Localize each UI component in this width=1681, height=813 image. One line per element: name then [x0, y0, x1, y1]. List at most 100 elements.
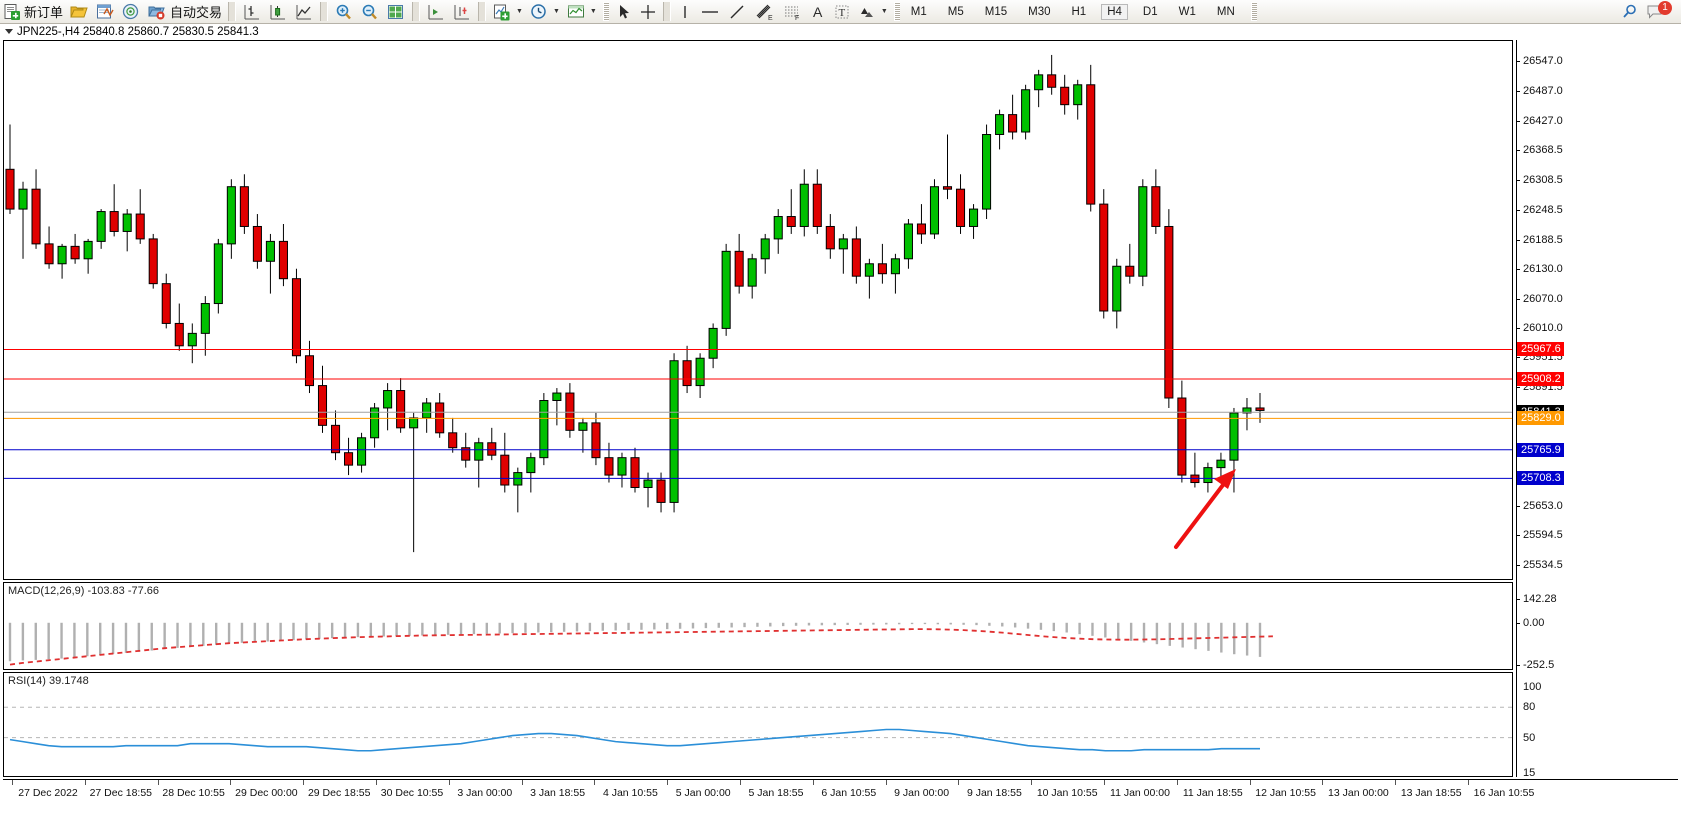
tile-windows-icon	[388, 4, 404, 19]
price-chart-panel[interactable]	[3, 40, 1513, 580]
navigator-button[interactable]	[118, 1, 144, 22]
arrows-caret-icon[interactable]: ▼	[880, 8, 888, 15]
search-icon	[1623, 4, 1636, 18]
candlestick-chart-icon	[270, 4, 286, 19]
rsi-scale-label: 80	[1523, 701, 1536, 714]
macd-title: MACD(12,26,9) -103.83 -77.66	[8, 585, 160, 597]
price-tick	[1516, 91, 1520, 93]
time-separator	[812, 780, 814, 785]
compass-icon	[122, 3, 139, 19]
shift-chart-button[interactable]	[423, 1, 449, 22]
timeframe-m1[interactable]: M1	[910, 5, 927, 18]
tile-windows-button[interactable]	[383, 1, 409, 22]
time-separator	[1104, 780, 1105, 785]
fibonacci-icon: F	[784, 6, 799, 21]
time-axis-label: 29 Dec 18:55	[307, 787, 371, 799]
autotrading-button[interactable]: 自动交易	[144, 1, 225, 22]
timeframe-m15[interactable]: M15	[984, 5, 1008, 18]
timeframe-h4[interactable]: H4	[1101, 3, 1128, 20]
new-order-button[interactable]: 新订单	[0, 1, 66, 22]
indicators-button[interactable]: ▼	[489, 1, 526, 22]
auto-scroll-button[interactable]	[449, 1, 475, 22]
zoom-in-button[interactable]	[331, 1, 357, 22]
time-axis-label: 4 Jan 10:55	[602, 787, 658, 799]
macd-scale-label: 0.00	[1523, 616, 1545, 629]
macd-scale-label: -252.5	[1523, 659, 1555, 671]
time-separator	[740, 780, 741, 785]
rsi-scale-label: 100	[1523, 681, 1542, 693]
toolbar-grip-1[interactable]	[602, 2, 609, 21]
price-tag-support[interactable]: 25765.9	[1517, 442, 1564, 457]
vertical-line-icon	[684, 5, 686, 18]
notifications-button[interactable]: 1	[1643, 0, 1672, 21]
time-axis-label: 27 Dec 18:55	[89, 787, 153, 799]
price-tick-label: 25534.5	[1523, 558, 1563, 571]
time-separator	[84, 780, 86, 785]
vertical-line-tool-button[interactable]	[674, 1, 696, 22]
candlestick-chart-button[interactable]	[265, 1, 291, 22]
price-tick	[1516, 564, 1520, 566]
time-axis-label: 13 Jan 00:00	[1328, 787, 1389, 799]
rsi-scale-label: 50	[1523, 731, 1536, 744]
price-tag-bid[interactable]: 25829.0	[1517, 411, 1564, 426]
chart-menu-caret-icon[interactable]	[5, 29, 13, 34]
expert-advisors-button[interactable]	[66, 1, 92, 22]
indicators-caret-icon[interactable]: ▼	[516, 8, 523, 15]
arrows-tool-button[interactable]: ▼	[854, 1, 891, 22]
time-axis-label: 5 Jan 18:55	[748, 787, 804, 799]
text-tool-button[interactable]: A	[806, 1, 830, 22]
bar-chart-button[interactable]	[239, 1, 265, 22]
toolbar-grip-2[interactable]	[893, 2, 900, 21]
time-axis[interactable]: 27 Dec 2022 27 Dec 18:55 28 Dec 10:55 29 De…	[3, 779, 1678, 809]
symbol-info-bar: JPN225-,H4 25840.8 25860.7 25830.5 25841…	[0, 24, 1681, 40]
period-caret-icon[interactable]: ▼	[552, 8, 560, 15]
price-tag-resistance[interactable]: 25967.6	[1517, 342, 1564, 357]
chart-shift-icon	[428, 4, 444, 19]
price-scale-axis-line	[1516, 40, 1517, 777]
timeframe-m30[interactable]: M30	[1028, 5, 1051, 18]
timeframe-mn[interactable]: MN	[1216, 5, 1235, 18]
search-button[interactable]	[1617, 1, 1643, 22]
line-chart-button[interactable]	[291, 1, 317, 22]
timeframe-h1[interactable]: H1	[1071, 5, 1087, 18]
price-scale[interactable]: 26547.0 26487.0 26427.0 26368.5 26308.5 26248…	[1516, 40, 1681, 780]
trendline-tool-button[interactable]	[724, 1, 750, 22]
rsi-indicator-panel[interactable]: RSI(14) 39.1748	[3, 672, 1513, 777]
timeframe-w1[interactable]: W1	[1178, 5, 1196, 18]
price-tick-label: 26547.0	[1523, 55, 1563, 68]
data-window-button[interactable]	[92, 1, 118, 22]
price-tag-resistance[interactable]: 25908.2	[1517, 372, 1564, 387]
horizontal-line-icon	[701, 10, 718, 13]
zoom-out-icon	[362, 4, 377, 19]
cursor-tool-button[interactable]	[612, 1, 636, 22]
macd-tick	[1516, 622, 1520, 624]
price-tag-support[interactable]: 25708.3	[1517, 471, 1564, 486]
macd-indicator-panel[interactable]: MACD(12,26,9) -103.83 -77.66	[3, 582, 1513, 670]
macd-plot	[8, 622, 1273, 666]
time-axis-label: 9 Jan 00:00	[894, 787, 950, 799]
text-label-tool-button[interactable]: T	[830, 1, 854, 22]
folder-yellow-icon	[70, 6, 88, 17]
templates-caret-icon[interactable]: ▼	[589, 8, 597, 15]
zoom-out-button[interactable]	[357, 1, 383, 22]
timeframe-d1[interactable]: D1	[1142, 5, 1158, 18]
time-axis-label: 3 Jan 00:00	[457, 787, 513, 799]
time-separator	[1249, 780, 1251, 785]
time-axis-label: 3 Jan 18:55	[530, 787, 586, 799]
fibonacci-tool-button[interactable]: F	[778, 1, 806, 22]
time-separator	[448, 780, 450, 785]
crosshair-tool-button[interactable]	[636, 1, 660, 22]
equidistant-channel-tool-button[interactable]: E	[750, 1, 778, 22]
autotrading-label: 自动交易	[170, 5, 223, 20]
time-separator	[157, 780, 159, 785]
time-axis-label: 16 Jan 10:55	[1473, 787, 1535, 799]
price-tick	[1516, 209, 1520, 211]
period-button[interactable]: ▼	[526, 1, 563, 22]
timeframe-m5[interactable]: M5	[947, 5, 964, 18]
horizontal-line-tool-button[interactable]	[696, 1, 724, 22]
toolbar-grip-3[interactable]	[1250, 2, 1257, 21]
time-separator	[1395, 780, 1397, 785]
templates-button[interactable]: ▼	[563, 1, 600, 22]
toolbar-separator-5	[662, 2, 671, 21]
